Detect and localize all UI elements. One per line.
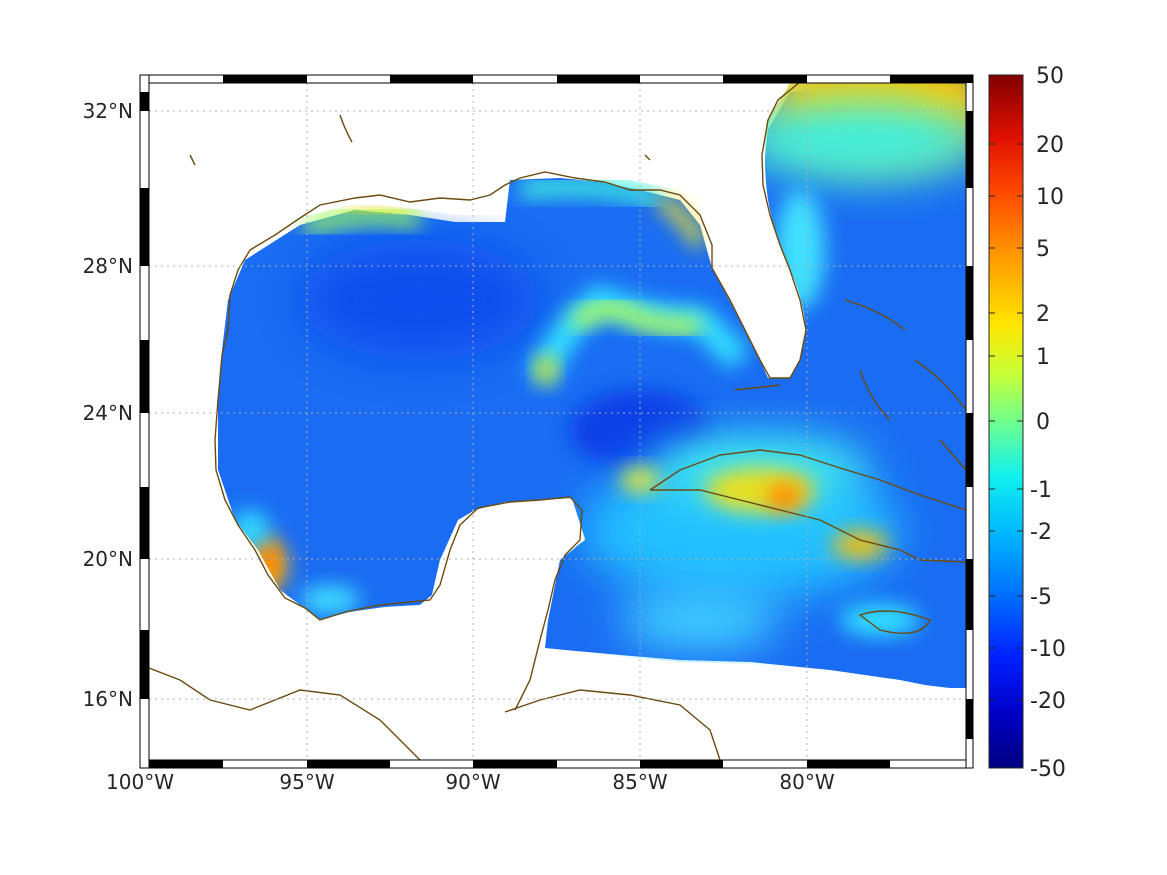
caribbean-south	[620, 590, 780, 650]
warm-eddy	[536, 356, 556, 384]
cuba-east-warm	[832, 531, 888, 559]
cuba-central-hot	[767, 483, 803, 511]
lon-tick-label: 95°W	[279, 770, 334, 794]
longitude-axis: 100°W 95°W 90°W 85°W 80°W	[106, 770, 835, 794]
colorbar-tick-label: 1	[1036, 345, 1050, 370]
colorbar-tick-label: 50	[1036, 64, 1064, 89]
colorbar-tick-label: 2	[1036, 302, 1050, 327]
colorbar-tick-label: 5	[1036, 237, 1050, 262]
colorbar-tick-label: -5	[1030, 585, 1052, 610]
lon-tick-label: 90°W	[445, 770, 500, 794]
lat-tick-label: 16°N	[83, 687, 133, 711]
colorbar-tick-label: -2	[1030, 520, 1052, 545]
colorbar-tick-label: 0	[1036, 410, 1050, 435]
jamaica-band	[840, 604, 920, 636]
latitude-axis: 32°N 28°N 24°N 20°N 16°N	[83, 99, 133, 711]
colorbar-tick-label: -20	[1030, 689, 1066, 714]
colorbar-tick-label: -50	[1030, 757, 1066, 782]
lat-tick-label: 28°N	[83, 254, 133, 278]
graticule	[149, 83, 966, 760]
colorbar-tick-label: -1	[1030, 478, 1052, 503]
campeche-band	[300, 586, 360, 614]
colorbar-tick-label: 10	[1036, 185, 1064, 210]
central-america-land	[149, 652, 966, 760]
north-coast-band-west	[302, 207, 422, 236]
lon-tick-label: 80°W	[779, 770, 834, 794]
colorbar-tick-label: -10	[1030, 637, 1066, 662]
florida-panhandle-band	[656, 194, 707, 248]
lat-tick-label: 32°N	[83, 99, 133, 123]
north-america-land	[149, 83, 790, 650]
atlantic-cyan	[740, 100, 966, 180]
map-frame	[139, 74, 974, 769]
coastlines	[149, 83, 966, 760]
lat-tick-label: 24°N	[83, 401, 133, 425]
lon-tick-label: 100°W	[106, 770, 174, 794]
north-coast-band-west-core	[344, 203, 411, 216]
western-gulf-shade	[300, 240, 540, 360]
sst-field	[149, 83, 966, 760]
colorbar-tick-label: 20	[1036, 133, 1064, 158]
lat-tick-label: 20°N	[83, 547, 133, 571]
north-coast-band-east	[518, 177, 663, 209]
loop-current-core	[569, 300, 702, 335]
lon-tick-label: 85°W	[612, 770, 667, 794]
